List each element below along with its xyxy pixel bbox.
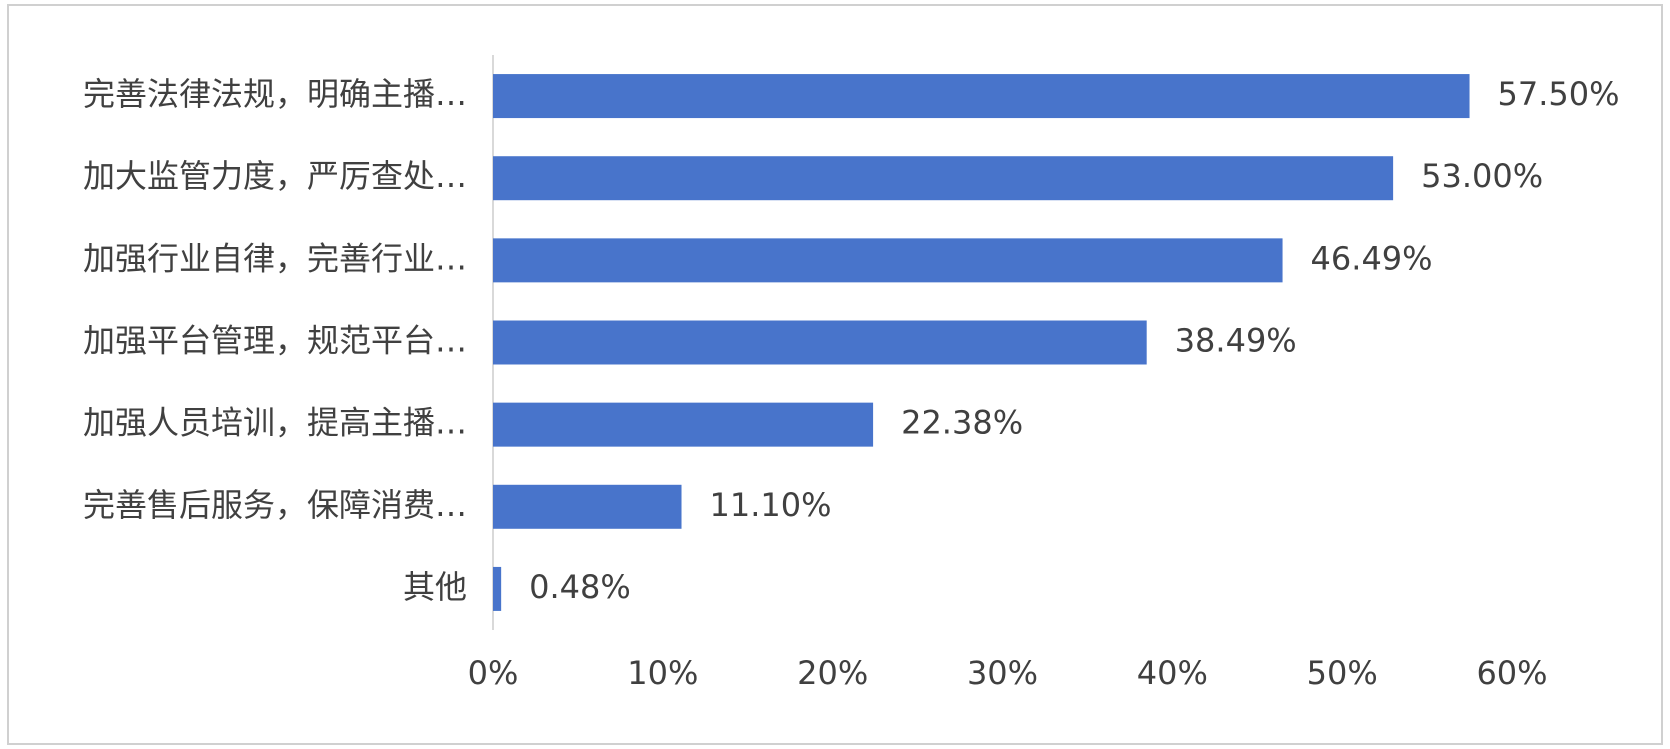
bar [493,238,1283,283]
y-tick-label: 加强行业自律，完善行业… [83,239,467,277]
data-label: 11.10% [710,486,832,524]
bar [493,156,1394,201]
bar [493,320,1147,365]
x-tick-label: 20% [797,654,868,692]
y-tick-label: 完善售后服务，保障消费… [83,486,467,524]
x-tick-label: 0% [468,654,519,692]
x-tick-label: 40% [1137,654,1208,692]
x-tick-label: 50% [1307,654,1378,692]
x-tick-label: 10% [627,654,698,692]
bar [493,484,682,529]
data-label: 57.50% [1498,75,1620,113]
y-tick-label: 加强人员培训，提高主播… [83,404,467,442]
data-label: 38.49% [1175,322,1297,360]
data-label: 46.49% [1311,239,1433,277]
chart-border [7,4,1663,745]
data-label: 53.00% [1421,157,1543,195]
bar [493,74,1470,119]
bar [493,566,502,611]
x-tick-label: 60% [1476,654,1547,692]
y-tick-label: 加强平台管理，规范平台… [83,322,467,360]
y-tick-label: 完善法律法规，明确主播… [83,75,467,113]
y-tick-label: 加大监管力度，严厉查处… [83,157,467,195]
data-label: 0.48% [529,568,631,606]
x-tick-label: 30% [967,654,1038,692]
y-tick-label: 其他 [403,568,467,606]
bar [493,402,874,447]
data-label: 22.38% [901,404,1023,442]
